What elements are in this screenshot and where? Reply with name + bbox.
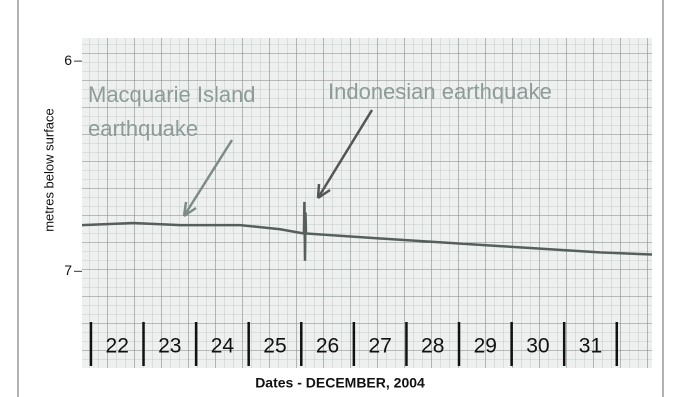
x-tick-label: 22 — [106, 335, 129, 358]
y-axis-title: metres below surface — [41, 108, 56, 232]
annotation: Macquarie Island — [88, 82, 256, 107]
x-tick-label: 27 — [368, 335, 391, 358]
page: {"chart_data": {"type": "line", "y_label… — [0, 0, 682, 397]
x-tick-label: 26 — [316, 335, 339, 358]
x-tick-label: 28 — [421, 335, 444, 358]
x-tick-label: 23 — [158, 335, 181, 358]
x-tick-label: 24 — [211, 335, 235, 358]
chart: metres below surface Dates - DECEMBER, 2… — [0, 0, 682, 397]
y-tick-label: 6 — [64, 52, 72, 68]
x-tick-label: 25 — [263, 335, 286, 358]
annotation: Indonesian earthquake — [328, 79, 552, 104]
x-tick-label: 29 — [474, 335, 497, 358]
x-axis-title: Dates - DECEMBER, 2004 — [255, 375, 425, 391]
y-tick-label: 7 — [64, 262, 72, 278]
x-tick-label: 31 — [579, 335, 602, 358]
annotation: earthquake — [88, 116, 198, 141]
x-tick-label: 30 — [526, 335, 549, 358]
